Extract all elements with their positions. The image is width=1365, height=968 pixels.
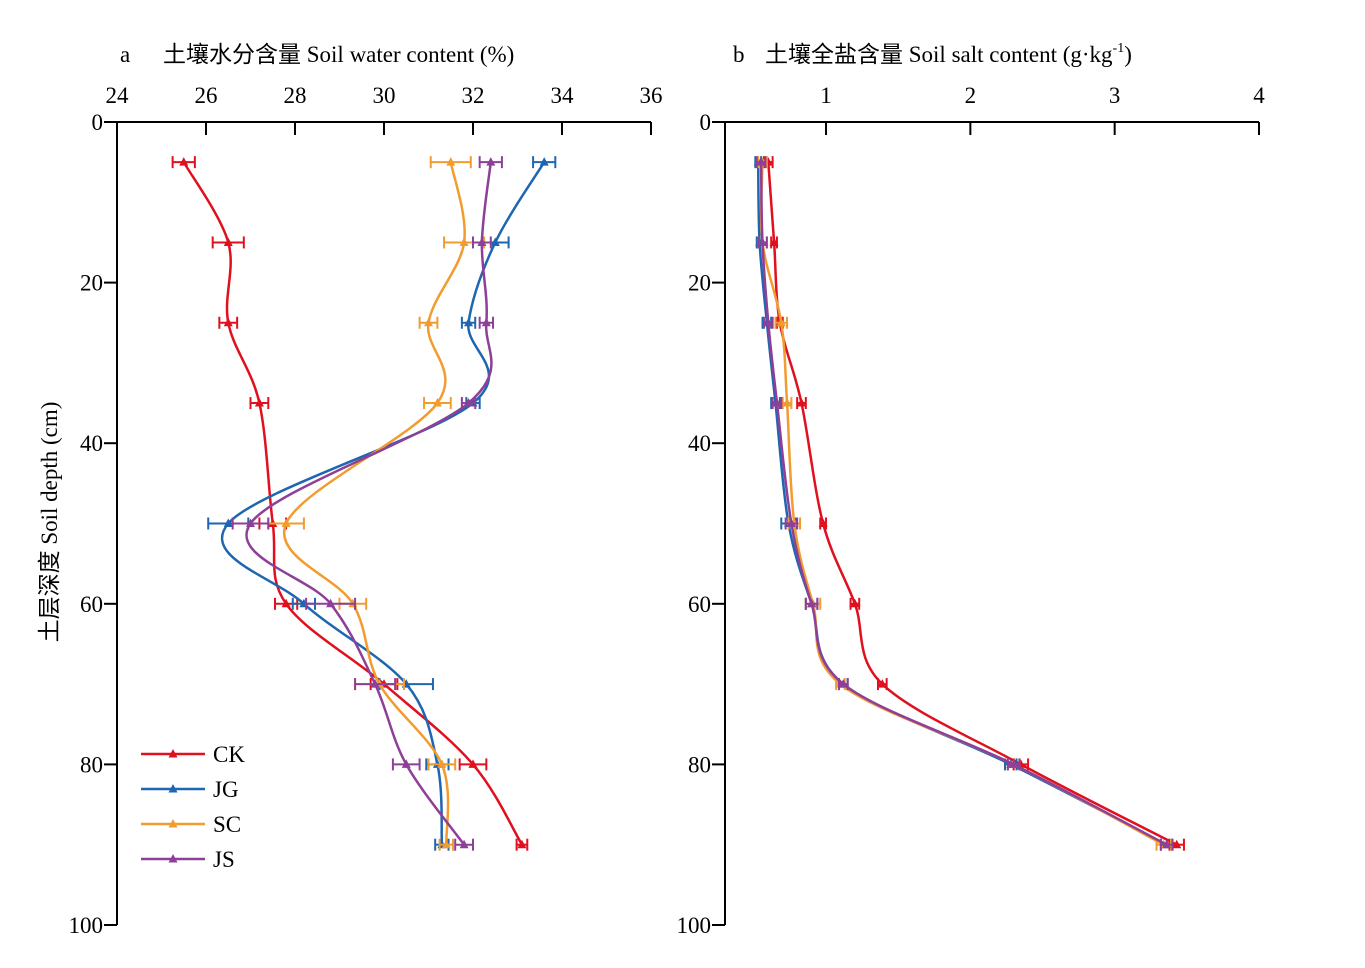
legend-label: JG [213, 777, 239, 802]
data-point [877, 679, 887, 688]
series-sc [757, 156, 1172, 851]
data-point [459, 237, 469, 246]
data-point [539, 157, 549, 166]
legend-label: CK [213, 742, 245, 767]
data-point [1009, 759, 1019, 768]
x-tick-label: 32 [462, 83, 485, 108]
data-point [758, 237, 768, 246]
y-tick-label: 100 [69, 913, 104, 938]
series-line-js [759, 162, 1168, 846]
panel-b-soil-salt-content: b 土壤全盐含量 Soil salt content (g·kg-1) 1 2 3 4… [677, 41, 1266, 938]
panel-b-title: 土壤全盐含量 Soil salt content (g·kg-1) [765, 41, 1132, 67]
series-sc [267, 156, 486, 851]
panel-b-title-superscript: -1 [1113, 41, 1125, 56]
data-point [776, 317, 786, 327]
data-point [490, 237, 500, 246]
x-tick-label: 30 [373, 83, 396, 108]
data-point [459, 839, 469, 849]
x-tick-label: 36 [640, 83, 663, 108]
data-point [223, 518, 233, 527]
y-tick-label: 20 [688, 271, 711, 296]
data-point [763, 317, 773, 327]
x-tick-label: 28 [284, 83, 307, 108]
data-point [838, 679, 848, 688]
data-point [446, 157, 456, 166]
series-jg [753, 156, 1174, 851]
y-tick-label: 80 [688, 752, 711, 777]
y-tick-label: 20 [80, 271, 103, 296]
data-point [281, 518, 291, 527]
data-point [464, 317, 474, 327]
y-tick-label: 80 [80, 752, 103, 777]
panel-b-title-suffix: ) [1124, 42, 1132, 67]
legend: CK JG SC JS [141, 742, 245, 872]
x-tick-label: 24 [106, 83, 130, 108]
data-point [281, 598, 291, 608]
data-point [468, 759, 478, 768]
x-tick-label: 1 [820, 83, 832, 108]
legend-marker [168, 749, 178, 758]
data-point [326, 598, 336, 608]
legend-marker [168, 784, 178, 793]
data-point [517, 839, 527, 849]
data-point [786, 518, 796, 527]
data-point [481, 317, 491, 327]
data-point [1162, 839, 1172, 849]
panel-b-letter: b [733, 42, 745, 67]
x-tick-label: 3 [1109, 83, 1121, 108]
data-point [769, 237, 779, 246]
data-point [464, 398, 474, 407]
series-js [231, 156, 503, 851]
series-line-sc [282, 161, 466, 845]
legend-marker [168, 854, 178, 863]
y-tick-label: 40 [80, 431, 103, 456]
data-point [179, 157, 189, 166]
x-tick-label: 34 [551, 83, 575, 108]
y-tick-label: 0 [700, 110, 712, 135]
data-point [254, 398, 264, 407]
panel-b-title-main: 土壤全盐含量 Soil salt content (g·kg [765, 42, 1113, 67]
data-point [782, 398, 792, 407]
y-tick-label: 100 [677, 913, 712, 938]
data-point [796, 398, 806, 407]
data-point [850, 598, 860, 608]
y-tick-label: 40 [688, 431, 711, 456]
data-point [772, 398, 782, 407]
data-point [401, 759, 411, 768]
y-axis-label: 土层深度 Soil depth (cm) [37, 402, 62, 643]
legend-label: SC [213, 812, 241, 837]
series-line-jg [220, 161, 546, 845]
data-point [432, 398, 442, 407]
legend-marker [168, 819, 178, 828]
data-point [223, 237, 233, 246]
data-point [223, 317, 233, 327]
x-tick-label: 26 [195, 83, 218, 108]
data-point [424, 317, 433, 327]
y-tick-label: 60 [688, 592, 711, 617]
series-jg [207, 156, 557, 851]
data-point [477, 237, 487, 246]
y-tick-label: 60 [80, 592, 103, 617]
data-point [486, 157, 496, 166]
series-line-js [245, 162, 493, 846]
data-point [370, 679, 380, 688]
panel-a-letter: a [120, 42, 130, 67]
data-point [818, 518, 828, 527]
data-point [441, 839, 451, 849]
y-tick-label: 0 [92, 110, 104, 135]
data-point [246, 518, 255, 527]
x-tick-label: 4 [1253, 83, 1265, 108]
data-point [807, 598, 817, 608]
series-line-ck [767, 162, 1178, 846]
panel-a-soil-water-content: a 土壤水分含量 Soil water content (%) 土层深度 Soi… [37, 42, 663, 938]
series-js [755, 156, 1174, 851]
x-tick-label: 2 [965, 83, 977, 108]
data-point [437, 759, 447, 768]
data-point [1172, 839, 1182, 849]
legend-label: JS [213, 847, 235, 872]
data-point [756, 157, 766, 166]
panel-a-title: 土壤水分含量 Soil water content (%) [163, 42, 514, 67]
